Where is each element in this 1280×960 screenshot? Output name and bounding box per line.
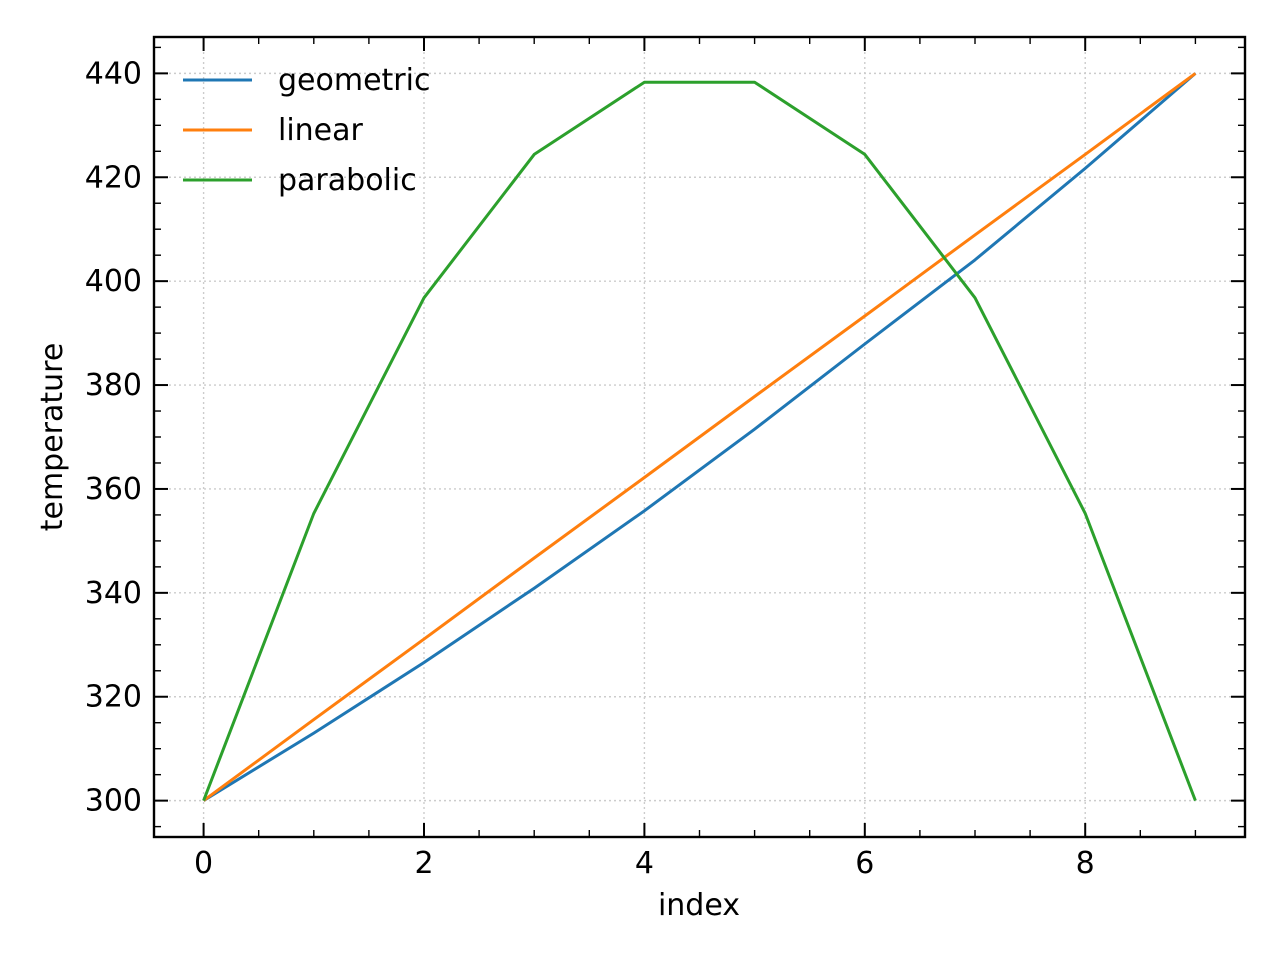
x-tick-label: 0 bbox=[194, 846, 213, 881]
x-tick-label: 6 bbox=[855, 846, 874, 881]
series-line-parabolic bbox=[202, 80, 1197, 802]
y-tick-label: 400 bbox=[85, 264, 142, 299]
legend-label-parabolic: parabolic bbox=[278, 163, 417, 198]
y-tick-label: 440 bbox=[85, 56, 142, 91]
legend-label-linear: linear bbox=[278, 113, 364, 148]
x-tick-label: 8 bbox=[1076, 846, 1095, 881]
y-tick-label: 380 bbox=[85, 368, 142, 403]
y-tick-labels: 300 320 340 360 380 400 420 440 bbox=[85, 56, 142, 818]
y-tick-label: 300 bbox=[85, 784, 142, 819]
y-tick-label: 360 bbox=[85, 472, 142, 507]
x-axis-label: index bbox=[658, 888, 740, 923]
y-axis-label: temperature bbox=[35, 343, 70, 532]
major-ticks bbox=[154, 37, 1245, 837]
y-tick-label: 420 bbox=[85, 160, 142, 195]
series-line-linear bbox=[202, 72, 1197, 802]
series-lines bbox=[202, 72, 1197, 802]
plot-frame bbox=[152, 35, 1247, 839]
series-line-geometric bbox=[202, 72, 1197, 802]
x-tick-label: 4 bbox=[635, 846, 654, 881]
legend: geometric linear parabolic bbox=[183, 63, 430, 198]
x-tick-label: 2 bbox=[414, 846, 433, 881]
grid-lines bbox=[154, 37, 1245, 837]
x-tick-labels: 0 2 4 6 8 bbox=[194, 846, 1095, 881]
legend-label-geometric: geometric bbox=[278, 63, 430, 98]
y-tick-label: 320 bbox=[85, 680, 142, 715]
y-tick-label: 340 bbox=[85, 576, 142, 611]
